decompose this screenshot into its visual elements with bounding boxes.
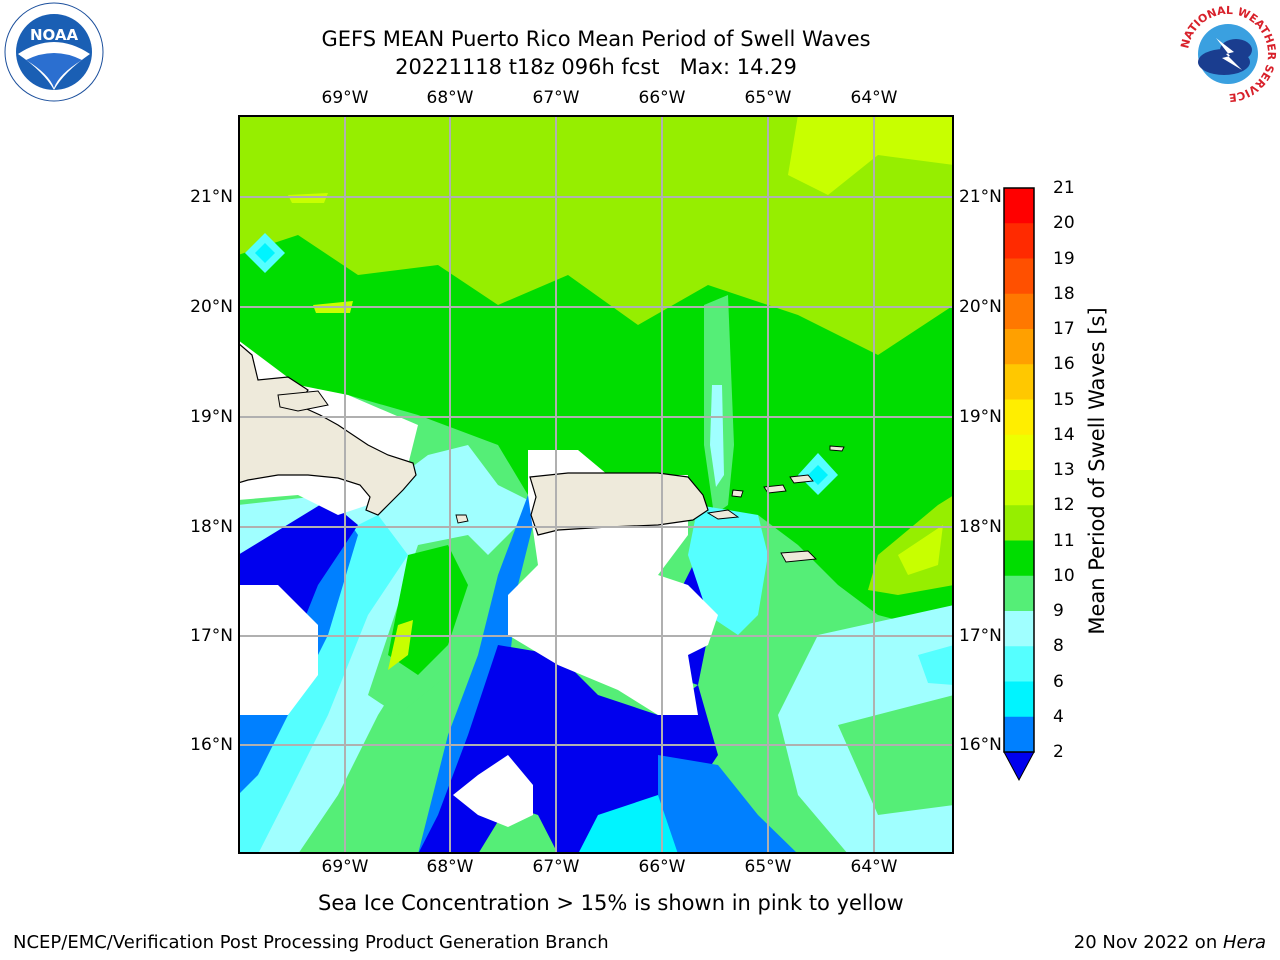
- footer-host: Hera: [1222, 932, 1266, 953]
- lat-label-left: 19°N: [190, 407, 233, 427]
- lon-label-bottom: 69°W: [321, 857, 369, 877]
- lon-label-bottom: 64°W: [850, 857, 898, 877]
- lon-label-top: 69°W: [321, 88, 369, 108]
- colorbar-tick-label: 16: [1053, 354, 1075, 375]
- colorbar-cell: [1004, 293, 1034, 330]
- map-title: GEFS MEAN Puerto Rico Mean Period of Swe…: [321, 27, 871, 51]
- colorbar-tick-label: 9: [1053, 601, 1064, 621]
- colorbar-cell: [1004, 364, 1034, 400]
- colorbar-tick-label: 13: [1053, 460, 1075, 480]
- colorbar-cell: [1004, 188, 1034, 224]
- colorbar-tick-label: 19: [1053, 248, 1075, 269]
- nws-logo: NATIONAL WEATHER SERVICE: [1178, 4, 1278, 104]
- colorbar-cell: [1004, 258, 1034, 295]
- lat-label-left: 16°N: [190, 735, 233, 755]
- colorbar-cell: [1004, 470, 1034, 506]
- colorbar-tick-label: 2: [1053, 742, 1064, 762]
- lat-label-left: 17°N: [190, 626, 233, 646]
- colorbar-tick-label: 4: [1053, 706, 1064, 727]
- lon-label-top: 66°W: [638, 88, 686, 108]
- colorbar-cell: [1004, 505, 1034, 541]
- sea-ice-note: Sea Ice Concentration > 15% is shown in …: [318, 891, 904, 915]
- lon-label-bottom: 66°W: [638, 857, 686, 877]
- colorbar-tick-label: 21: [1053, 178, 1075, 198]
- lon-label-top: 67°W: [532, 88, 580, 108]
- colorbar-cell: [1004, 646, 1034, 682]
- colorbar-tick-label: 20: [1053, 213, 1075, 234]
- lat-label-right: 16°N: [959, 735, 1002, 755]
- noaa-logo: NOAA: [4, 2, 104, 102]
- colorbar-label: Mean Period of Swell Waves [s]: [1085, 307, 1109, 635]
- colorbar-cell: [1004, 223, 1034, 259]
- colorbar-cell: [1004, 399, 1034, 436]
- colorbar-cell: [1004, 716, 1034, 753]
- map-gridlines: [238, 115, 954, 854]
- lat-label-right: 18°N: [959, 517, 1002, 537]
- lat-label-right: 21°N: [959, 187, 1002, 207]
- lon-label-top: 68°W: [426, 88, 474, 108]
- lat-label-right: 17°N: [959, 626, 1002, 646]
- colorbar-tick-label: 15: [1053, 389, 1075, 410]
- colorbar-tick-label: 14: [1053, 424, 1075, 445]
- lat-label-left: 21°N: [190, 187, 233, 207]
- lat-label-right: 20°N: [959, 297, 1002, 317]
- colorbar-tick-label: 12: [1053, 495, 1075, 516]
- colorbar-tick-label: 17: [1053, 319, 1075, 339]
- colorbar-cell: [1004, 681, 1034, 718]
- lat-label-right: 19°N: [959, 407, 1002, 427]
- colorbar-tick-label: 8: [1053, 636, 1064, 657]
- colorbar-cell: [1004, 575, 1034, 612]
- colorbar-tick-label: 10: [1053, 565, 1075, 586]
- colorbar-tick-label: 11: [1053, 530, 1075, 551]
- colorbar-tick-label: 18: [1053, 283, 1075, 304]
- lon-label-bottom: 68°W: [426, 857, 474, 877]
- colorbar-cell: [1004, 329, 1034, 365]
- noaa-logo-text: NOAA: [30, 26, 79, 44]
- colorbar-cell: [1004, 611, 1034, 647]
- lon-label-bottom: 65°W: [744, 857, 792, 877]
- colorbar: [1003, 187, 1035, 782]
- colorbar-cell: [1004, 540, 1034, 577]
- swell-period-map[interactable]: [238, 115, 954, 854]
- lon-label-top: 64°W: [850, 88, 898, 108]
- lat-label-left: 18°N: [190, 517, 233, 537]
- colorbar-tick-label: 6: [1053, 671, 1064, 692]
- lon-label-bottom: 67°W: [532, 857, 580, 877]
- map-subtitle: 20221118 t18z 096h fcst Max: 14.29: [395, 55, 797, 79]
- lat-label-left: 20°N: [190, 297, 233, 317]
- lon-label-top: 65°W: [744, 88, 792, 108]
- colorbar-cell: [1004, 434, 1034, 471]
- footer-date: 20 Nov 2022 on Hera: [1073, 932, 1266, 953]
- footer-branch: NCEP/EMC/Verification Post Processing Pr…: [13, 932, 609, 953]
